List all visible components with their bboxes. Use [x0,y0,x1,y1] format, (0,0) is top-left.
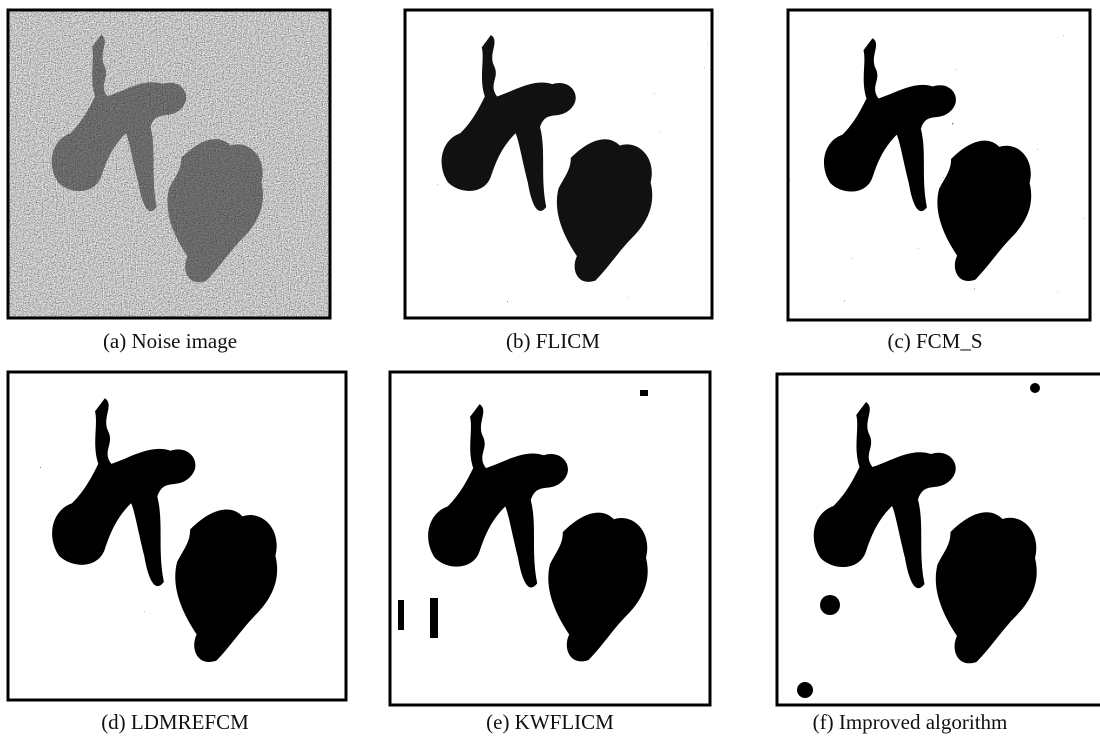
panel-d: (d) LDMREFCM [8,372,346,734]
speck [797,682,813,698]
speck [640,390,648,396]
speck [430,598,438,638]
panel-c: (c) FCM_S [788,10,1090,353]
figure: (a) Noise image (b) FLICM (c) FCM_S (d) … [0,0,1100,751]
panel-a: (a) Noise image [8,10,330,353]
caption: (f) Improved algorithm [813,710,1008,734]
caption: (c) FCM_S [887,329,982,353]
panel-f: (f) Improved algorithm [777,374,1100,734]
speck [398,600,404,630]
region [814,402,1037,663]
panel-b: (b) FLICM [405,10,712,353]
caption: (b) FLICM [506,329,600,353]
caption: (d) LDMREFCM [101,710,249,734]
panel-e: (e) KWFLICM [390,372,710,734]
speck [1030,383,1040,393]
caption: (a) Noise image [103,329,237,353]
speck [820,595,840,615]
caption: (e) KWFLICM [486,710,614,734]
region [428,404,648,661]
